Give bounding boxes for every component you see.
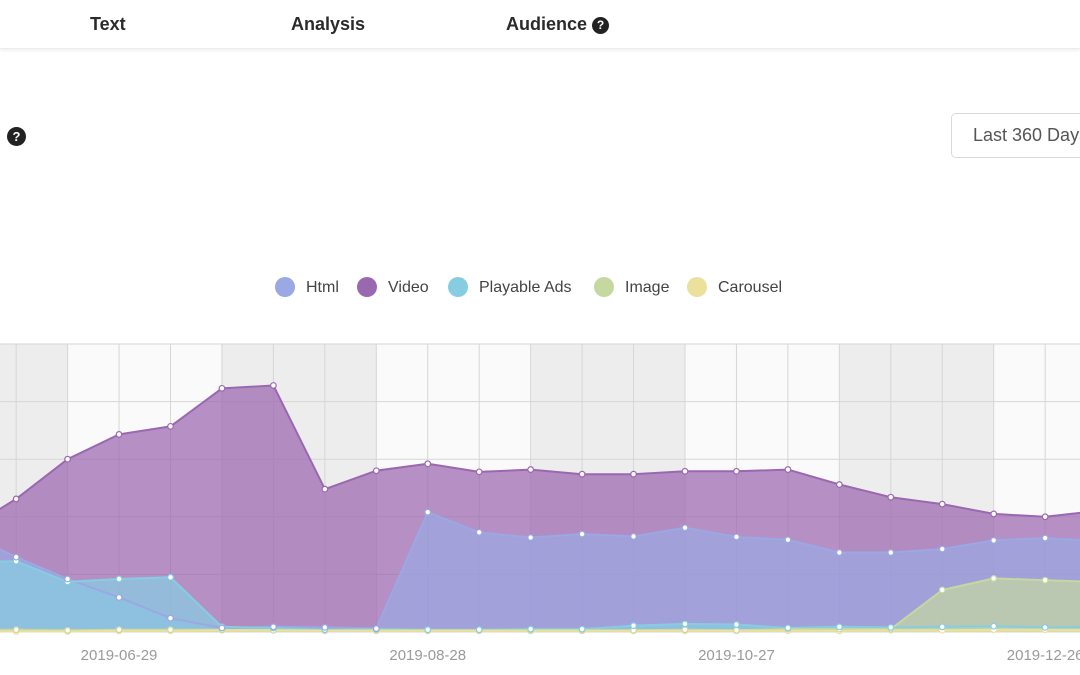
point-video [835, 481, 843, 488]
point-playable-ads [578, 625, 586, 633]
point-video [270, 382, 277, 389]
audience-help-icon[interactable]: ? [592, 17, 610, 34]
point-video [578, 470, 586, 478]
point-html [578, 530, 586, 538]
legend-label: Video [388, 279, 429, 296]
point-html [64, 575, 71, 583]
point-video [784, 466, 792, 473]
point-video [167, 422, 174, 430]
tab-analysis-label: Analysis [291, 14, 366, 34]
point-playable-ads [167, 573, 174, 581]
series-area-playable-ads [0, 561, 1080, 632]
point-video [990, 510, 998, 518]
point-image [938, 586, 946, 594]
point-video [424, 460, 432, 468]
point-playable-ads [630, 622, 637, 630]
legend-swatch [594, 277, 614, 297]
point-video [527, 466, 535, 473]
point-playable-ads [681, 620, 689, 628]
point-playable-ads [990, 622, 998, 630]
point-html [270, 623, 277, 631]
point-html [475, 528, 483, 536]
point-playable-ads [115, 575, 123, 583]
legend-swatch [687, 277, 707, 297]
top-tab-bar: Text Analysis Audience ? [0, 0, 1080, 49]
point-image [1041, 576, 1049, 584]
series-points [12, 382, 1049, 635]
point-playable-ads [938, 623, 946, 631]
point-image [12, 626, 20, 634]
point-html [372, 625, 380, 632]
tab-audience[interactable]: Audience ? [506, 14, 610, 35]
point-video [321, 485, 329, 493]
point-html [835, 549, 843, 556]
point-playable-ads [527, 625, 535, 633]
point-video [12, 495, 20, 503]
point-playable-ads [784, 624, 792, 632]
point-html [167, 614, 174, 622]
legend-label: Html [306, 279, 339, 296]
point-playable-ads [733, 621, 740, 628]
point-html [784, 536, 792, 544]
date-range-label: Last 360 Days [973, 125, 1080, 145]
point-video [1041, 513, 1049, 521]
point-html [630, 532, 637, 540]
point-html [887, 549, 895, 556]
point-playable-ads [475, 626, 483, 634]
point-video [887, 493, 895, 501]
point-image [64, 626, 71, 634]
legend-swatch [448, 277, 468, 297]
legend-label: Image [625, 279, 670, 296]
x-axis-ticks: 2019-06-29 2019-08-28 2019-10-27 2019-12-26… [81, 647, 1080, 664]
legend-swatch [357, 277, 377, 297]
date-range-dropdown[interactable]: Last 360 Days [951, 113, 1080, 158]
legend-swatch [275, 277, 295, 297]
tab-audience-label: Audience [506, 14, 588, 34]
legend-label: Playable Ads [479, 279, 572, 296]
point-video [630, 470, 637, 478]
point-html [990, 537, 998, 544]
legend-label: Carousel [718, 279, 783, 296]
series-area-html [0, 512, 1080, 632]
point-html [424, 508, 432, 516]
section-help-icon[interactable]: ? [7, 127, 26, 146]
tab-text-label: Text [90, 14, 126, 34]
x-tick-label: 2019-10-27 [698, 647, 775, 664]
point-html [1041, 534, 1049, 542]
point-html [218, 624, 226, 632]
point-html [115, 594, 123, 601]
point-video [733, 467, 740, 475]
point-video [372, 467, 380, 475]
point-html [733, 533, 740, 541]
point-playable-ads [424, 626, 432, 634]
x-tick-label: 2019-06-29 [81, 647, 158, 664]
point-video [218, 384, 226, 392]
point-html [321, 623, 329, 631]
point-image [167, 626, 174, 634]
point-video [938, 500, 946, 508]
point-html [527, 534, 535, 541]
tab-text[interactable]: Text [90, 14, 126, 35]
point-html [681, 524, 689, 532]
point-image [115, 626, 123, 634]
point-playable-ads [835, 623, 843, 631]
point-playable-ads [1041, 623, 1049, 631]
tab-analysis[interactable]: Analysis [291, 14, 365, 35]
point-image [733, 626, 740, 634]
x-tick-label: 2019-12-26 [1007, 647, 1080, 664]
point-html [12, 553, 20, 561]
point-video [681, 467, 689, 475]
point-video [64, 455, 71, 463]
point-html [938, 545, 946, 553]
point-video [115, 431, 123, 438]
point-image [681, 626, 689, 634]
series-line-carousel [0, 628, 1080, 633]
area-chart: 2019-06-29 2019-08-28 2019-10-27 2019-12-26… [0, 343, 1080, 664]
point-image [990, 575, 998, 582]
point-playable-ads [887, 623, 895, 631]
chart-legend: Html Video Playable Ads Image Carousel [0, 272, 1080, 302]
x-tick-label: 2019-08-28 [389, 647, 466, 664]
point-video [475, 468, 483, 476]
